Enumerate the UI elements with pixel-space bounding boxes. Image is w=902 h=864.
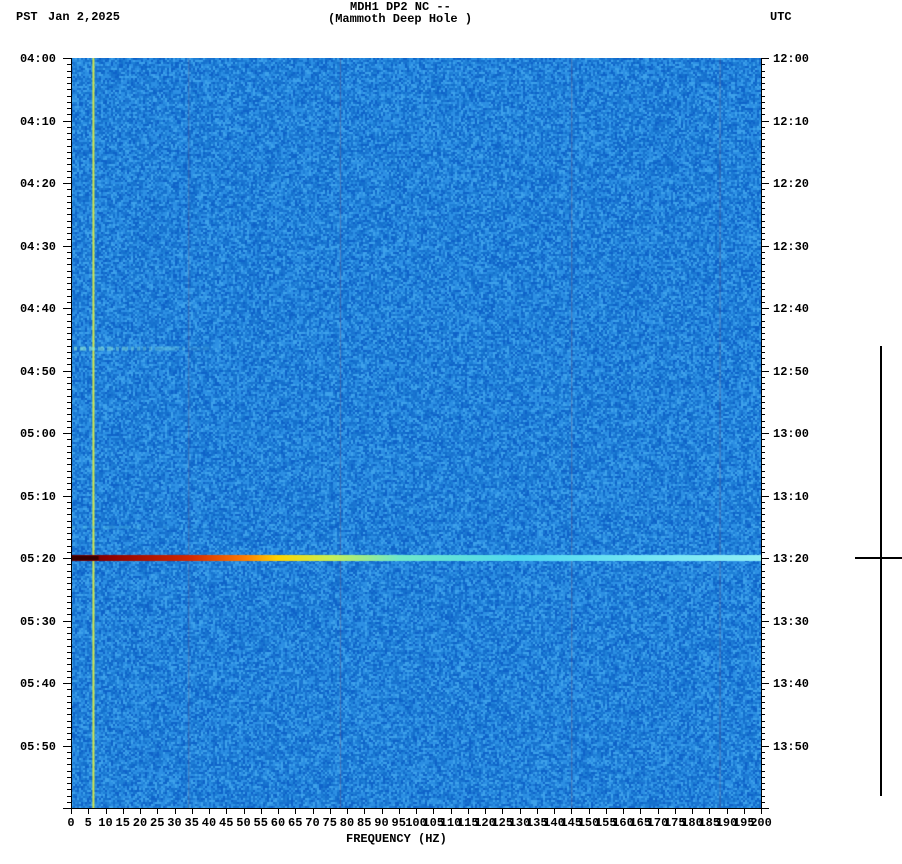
y-tick-left	[63, 308, 71, 309]
y-tick-left	[63, 121, 71, 122]
right-tz-label: UTC	[770, 10, 792, 24]
y-tick-left	[63, 808, 71, 809]
y-tick-right	[761, 246, 769, 247]
y-tick-right	[761, 558, 769, 559]
y-tick-left	[63, 433, 71, 434]
y-right-label: 13:30	[773, 615, 809, 629]
y-tick-left	[63, 183, 71, 184]
chart-header: PST Jan 2,2025 MDH1 DP2 NC -- (Mammoth D…	[0, 0, 902, 30]
plot-border-right	[761, 58, 762, 808]
y-tick-left	[63, 371, 71, 372]
y-left-label: 05:20	[6, 552, 56, 566]
y-tick-right	[761, 496, 769, 497]
spectrogram-plot	[71, 58, 761, 808]
y-tick-left	[63, 58, 71, 59]
y-tick-right	[761, 808, 769, 809]
y-tick-right	[761, 58, 769, 59]
y-right-label: 13:00	[773, 427, 809, 441]
y-right-label: 12:30	[773, 240, 809, 254]
y-tick-right	[761, 746, 769, 747]
y-tick-right	[761, 308, 769, 309]
right-marker-cross	[855, 557, 902, 559]
y-right-label: 13:20	[773, 552, 809, 566]
y-left-label: 04:10	[6, 115, 56, 129]
right-marker-bar	[880, 346, 882, 796]
y-tick-right	[761, 183, 769, 184]
y-right-label: 12:40	[773, 302, 809, 316]
header-title-2: (Mammoth Deep Hole )	[328, 12, 472, 26]
y-right-label: 12:10	[773, 115, 809, 129]
y-left-label: 04:20	[6, 177, 56, 191]
y-tick-left	[63, 621, 71, 622]
y-tick-left	[63, 683, 71, 684]
y-tick-left	[63, 496, 71, 497]
y-tick-right	[761, 683, 769, 684]
y-right-label: 13:10	[773, 490, 809, 504]
y-left-label: 05:40	[6, 677, 56, 691]
y-tick-right	[761, 121, 769, 122]
spectrogram-canvas	[71, 58, 761, 808]
y-right-label: 13:50	[773, 740, 809, 754]
x-tick	[761, 808, 762, 814]
header-date: Jan 2,2025	[48, 10, 120, 24]
y-left-label: 05:10	[6, 490, 56, 504]
y-left-label: 04:50	[6, 365, 56, 379]
y-tick-left	[63, 246, 71, 247]
y-right-label: 12:50	[773, 365, 809, 379]
y-left-label: 04:40	[6, 302, 56, 316]
y-tick-right	[761, 621, 769, 622]
y-left-label: 05:30	[6, 615, 56, 629]
y-tick-left	[63, 558, 71, 559]
y-right-label: 13:40	[773, 677, 809, 691]
y-tick-right	[761, 371, 769, 372]
y-tick-right	[761, 433, 769, 434]
plot-border-left	[71, 58, 72, 808]
x-axis-title: FREQUENCY (HZ)	[346, 832, 447, 846]
y-left-label: 04:30	[6, 240, 56, 254]
y-right-label: 12:00	[773, 52, 809, 66]
y-left-label: 04:00	[6, 52, 56, 66]
y-left-label: 05:50	[6, 740, 56, 754]
x-label: 200	[749, 816, 773, 830]
plot-border-bottom	[71, 808, 761, 809]
y-tick-left	[63, 746, 71, 747]
y-left-label: 05:00	[6, 427, 56, 441]
left-tz-label: PST	[16, 10, 38, 24]
y-right-label: 12:20	[773, 177, 809, 191]
